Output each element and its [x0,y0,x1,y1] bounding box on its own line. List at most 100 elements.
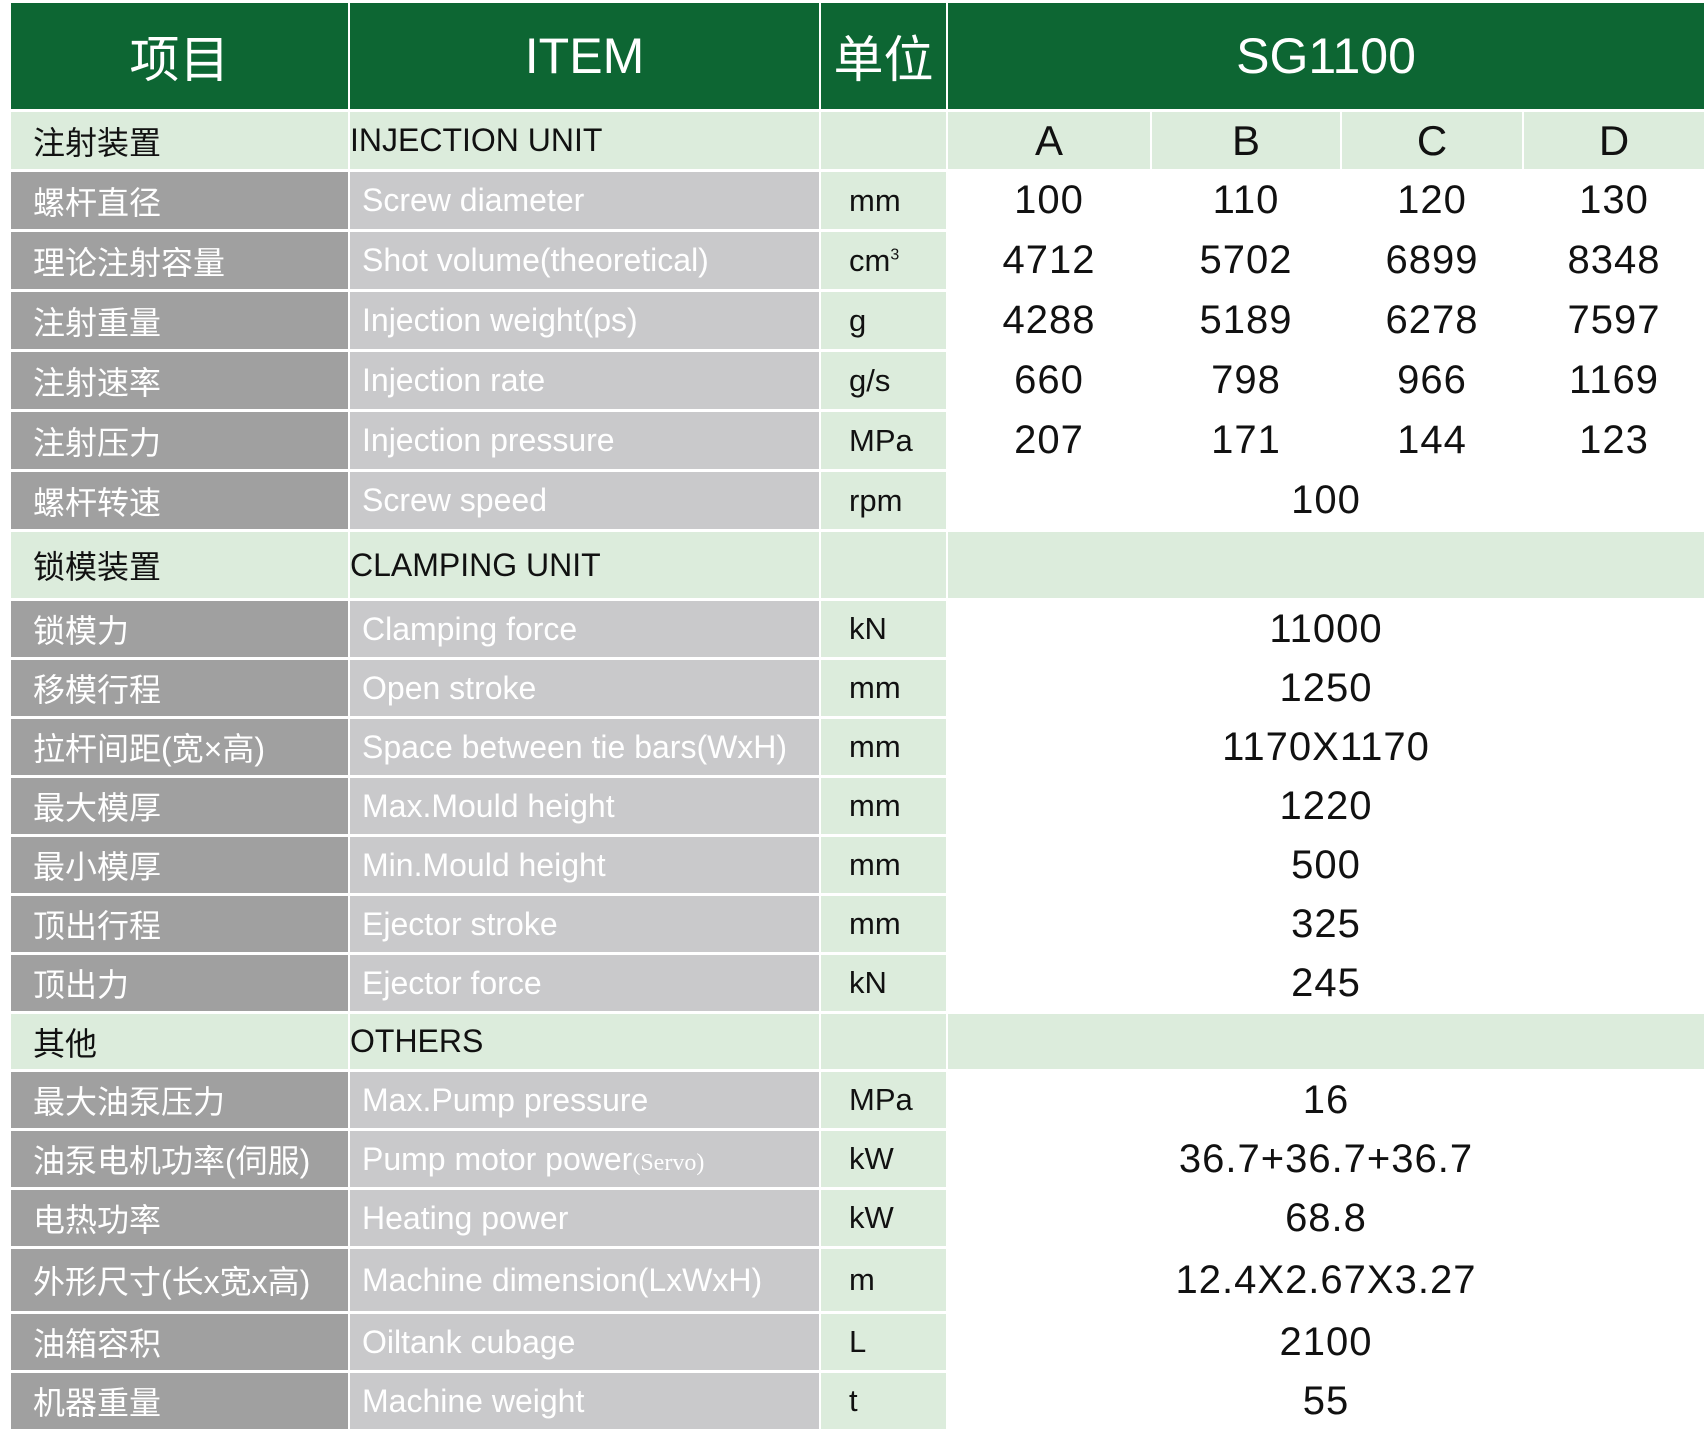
unit-cell: cm3 [821,232,946,289]
table-row: 油泵电机功率(伺服) Pump motor power(Servo) kW 36.7+… [11,1131,1704,1187]
value-c: 966 [1342,352,1522,409]
item-name-zh: 机器重量 [11,1373,348,1429]
unit-text: mm [849,670,901,705]
unit-cell: mm [821,172,946,229]
section-unit-cell [821,112,946,169]
section-unit-cell [821,1014,946,1069]
item-name-en-text: Max.Pump pressure [362,1081,649,1118]
section-unit-cell [821,532,946,598]
variant-header-b: B [1152,112,1340,169]
section-row: 锁模装置 CLAMPING UNIT [11,532,1704,598]
table-row: 最大油泵压力 Max.Pump pressure MPa 16 [11,1072,1704,1128]
item-name-en: Machine dimension(LxWxH) [350,1249,819,1311]
value-all: 11000 [948,601,1704,657]
unit-cell: mm [821,896,946,952]
unit-text: mm [849,847,901,882]
value-b: 5702 [1152,232,1340,289]
value-all: 245 [948,955,1704,1011]
item-name-zh: 注射压力 [11,412,348,469]
variant-header-a: A [948,112,1150,169]
unit-cell: mm [821,719,946,775]
value-all: 16 [948,1072,1704,1128]
table-row: 锁模力 Clamping force kN 11000 [11,601,1704,657]
section-row: 其他 OTHERS [11,1014,1704,1069]
value-d: 1169 [1524,352,1704,409]
value-all: 325 [948,896,1704,952]
item-name-en: Min.Mould height [350,837,819,893]
item-name-zh: 锁模力 [11,601,348,657]
table-row: 螺杆直径 Screw diameter mm 100 110 120 130 [11,172,1704,229]
value-a: 4712 [948,232,1150,289]
table-row: 最大模厚 Max.Mould height mm 1220 [11,778,1704,834]
item-name-zh: 最大模厚 [11,778,348,834]
item-name-zh: 外形尺寸(长x宽x高) [11,1249,348,1311]
table-row: 拉杆间距(宽×高) Space between tie bars(WxH) mm 11… [11,719,1704,775]
unit-cell: kN [821,601,946,657]
header-item-en: ITEM [350,3,819,109]
item-name-en: Clamping force [350,601,819,657]
unit-text: MPa [849,422,913,458]
item-name-en-text: Open stroke [362,669,537,706]
value-b: 171 [1152,412,1340,469]
item-name-en-text: Injection weight(ps) [362,302,638,338]
item-name-en-text: Pump motor power [362,1140,633,1177]
table-row: 螺杆转速 Screw speed rpm 100 [11,472,1704,529]
unit-superscript: 3 [890,246,900,264]
value-all: 2100 [948,1314,1704,1370]
unit-cell: mm [821,778,946,834]
value-all: 1220 [948,778,1704,834]
value-c: 144 [1342,412,1522,469]
value-d: 8348 [1524,232,1704,289]
section-title-zh: 注射装置 [11,112,348,169]
item-name-en-note: (Servo) [632,1149,705,1176]
unit-text: t [849,1383,858,1418]
unit-cell: MPa [821,412,946,469]
unit-cell: kN [821,955,946,1011]
item-name-en: Injection weight(ps) [350,292,819,349]
value-b: 798 [1152,352,1340,409]
section-title-en: INJECTION UNIT [350,112,819,169]
item-name-en: Injection rate [350,352,819,409]
unit-text: MPa [849,1082,913,1117]
item-name-zh: 螺杆直径 [11,172,348,229]
table-row: 移模行程 Open stroke mm 1250 [11,660,1704,716]
unit-cell: kW [821,1131,946,1187]
value-c: 6899 [1342,232,1522,289]
value-c: 120 [1342,172,1522,229]
unit-cell: g/s [821,352,946,409]
variant-header-d: D [1524,112,1704,169]
spec-table: 项目 ITEM 单位 SG1100 注射装置 INJECTION UNIT A B C D… [9,0,1706,1432]
item-name-en: Pump motor power(Servo) [350,1131,819,1187]
table-row: 外形尺寸(长x宽x高) Machine dimension(LxWxH) m 12.4… [11,1249,1704,1311]
item-name-en-text: Space between tie bars(WxH) [362,728,788,765]
unit-text: mm [849,906,901,941]
item-name-en-text: Oiltank cubage [362,1323,576,1360]
unit-text: rpm [849,482,903,518]
table-row: 电热功率 Heating power kW 68.8 [11,1190,1704,1246]
unit-text: L [849,1324,867,1359]
value-all: 1170X1170 [948,719,1704,775]
table-row: 注射压力 Injection pressure MPa 207 171 144 123 [11,412,1704,469]
item-name-en-text: Machine dimension(LxWxH) [362,1261,763,1298]
unit-cell: mm [821,837,946,893]
item-name-en-text: Ejector stroke [362,905,558,942]
section-title-en: CLAMPING UNIT [350,532,819,598]
table-row: 注射速率 Injection rate g/s 660 798 966 1169 [11,352,1704,409]
item-name-zh: 电热功率 [11,1190,348,1246]
unit-text: g/s [849,362,891,398]
unit-cell: m [821,1249,946,1311]
value-all: 500 [948,837,1704,893]
item-name-zh: 注射速率 [11,352,348,409]
unit-cell: kW [821,1190,946,1246]
header-model: SG1100 [948,3,1704,109]
unit-cell: t [821,1373,946,1429]
unit-text: kN [849,611,887,646]
item-name-en-text: Injection rate [362,362,546,398]
unit-text: m [849,1262,875,1297]
section-title-zh: 锁模装置 [11,532,348,598]
item-name-zh: 最大油泵压力 [11,1072,348,1128]
item-name-en: Ejector force [350,955,819,1011]
unit-text: g [849,302,867,338]
item-name-en: Heating power [350,1190,819,1246]
item-name-en: Max.Mould height [350,778,819,834]
